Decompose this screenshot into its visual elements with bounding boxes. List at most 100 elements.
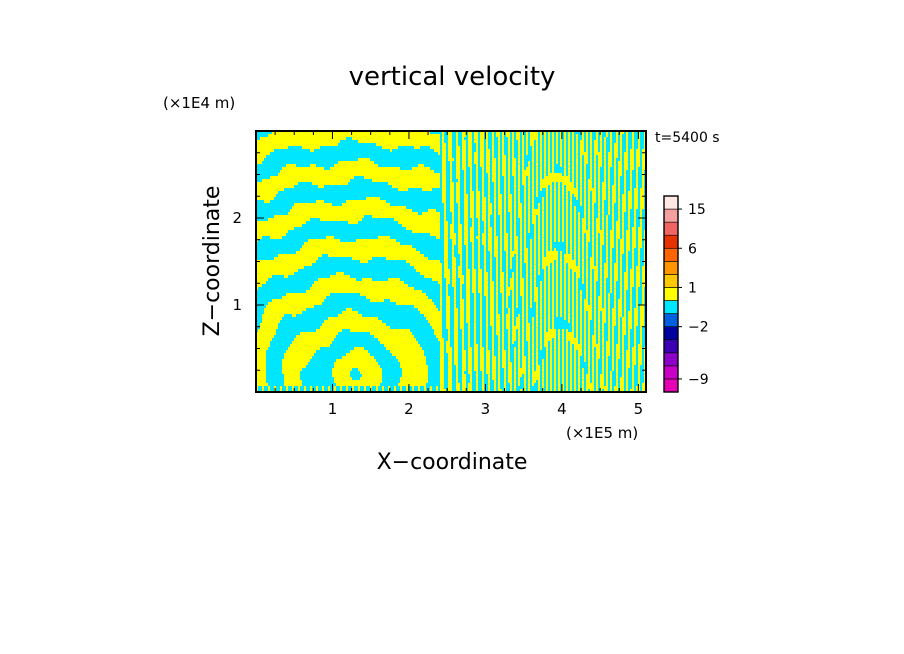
field-cell [484,167,487,171]
field-cell [452,176,457,180]
field-cell [492,149,495,153]
field-cell [482,167,485,171]
field-cell [520,287,525,291]
field-cell [602,284,605,288]
field-cell [580,230,583,234]
field-cell [490,185,495,189]
field-cell [540,134,543,138]
field-cell [594,278,599,282]
field-cell [618,245,621,249]
field-cell [548,266,551,270]
field-cell [466,287,471,291]
field-cell [528,227,531,231]
field-cell [558,188,561,192]
field-cell [516,200,519,204]
field-cell [524,278,527,282]
field-cell [610,194,613,198]
field-cell [640,143,645,147]
field-cell [474,239,479,243]
field-cell [466,179,471,183]
field-cell [588,260,591,264]
field-cell [490,182,495,186]
field-cell [470,173,473,177]
field-cell [612,161,615,165]
y-axis-unit: (×1E4 m) [163,94,235,112]
field-cell [440,218,445,222]
field-cell [496,233,501,237]
field-cell [324,299,371,303]
field-cell [460,197,465,201]
field-cell [642,179,645,183]
field-cell [588,137,591,141]
field-cell [602,197,607,201]
field-cell [498,287,501,291]
field-cell [532,194,535,198]
field-cell [474,221,479,225]
field-cell [594,173,597,177]
field-cell [528,266,531,270]
field-cell [540,137,543,141]
field-cell [572,203,581,207]
field-cell [482,218,487,222]
field-cell [468,218,473,222]
field-cell [628,260,633,264]
field-cell [628,266,633,270]
field-cell [570,200,573,204]
field-cell [518,257,521,261]
field-cell [528,290,531,294]
field-cell [516,293,519,297]
field-cell [578,134,583,138]
field-cell [570,170,573,174]
field-cell [482,182,485,186]
field-cell [572,275,575,279]
field-cell [640,278,643,282]
field-cell [554,215,557,219]
field-cell [522,143,525,147]
field-cell [582,251,585,255]
field-cell [618,173,623,177]
field-cell [420,311,443,315]
field-cell [524,260,529,264]
field-cell [636,212,641,216]
field-cell [534,206,539,210]
field-cell [534,296,539,300]
field-cell [458,230,463,234]
field-cell [546,293,549,297]
field-cell [524,299,527,303]
field-cell [510,167,513,171]
field-cell [498,155,501,159]
field-cell [492,170,497,174]
field-cell [606,257,609,261]
field-cell [578,281,583,285]
field-cell [560,212,563,216]
field-cell [566,287,569,291]
field-cell [622,206,627,210]
field-cell [518,302,523,306]
field-cell [366,296,429,300]
field-cell [484,164,487,168]
field-cell [626,254,629,258]
field-cell [452,278,457,282]
field-cell [556,131,559,135]
field-cell [508,194,513,198]
field-cell [256,254,279,258]
field-cell [568,251,571,255]
field-cell [468,212,471,216]
field-cell [350,179,373,183]
field-cell [542,221,545,225]
field-cell [596,287,601,291]
field-cell [616,188,619,192]
field-cell [530,140,535,144]
field-cell [504,293,507,297]
field-cell [498,140,501,144]
field-cell [528,146,533,150]
field-cell [490,293,495,297]
field-cell [534,245,537,249]
field-cell [564,152,567,156]
field-cell [560,305,563,309]
field-cell [398,146,415,150]
field-cell [544,227,547,231]
field-cell [568,266,581,270]
field-cell [584,266,587,270]
field-cell [484,191,489,195]
